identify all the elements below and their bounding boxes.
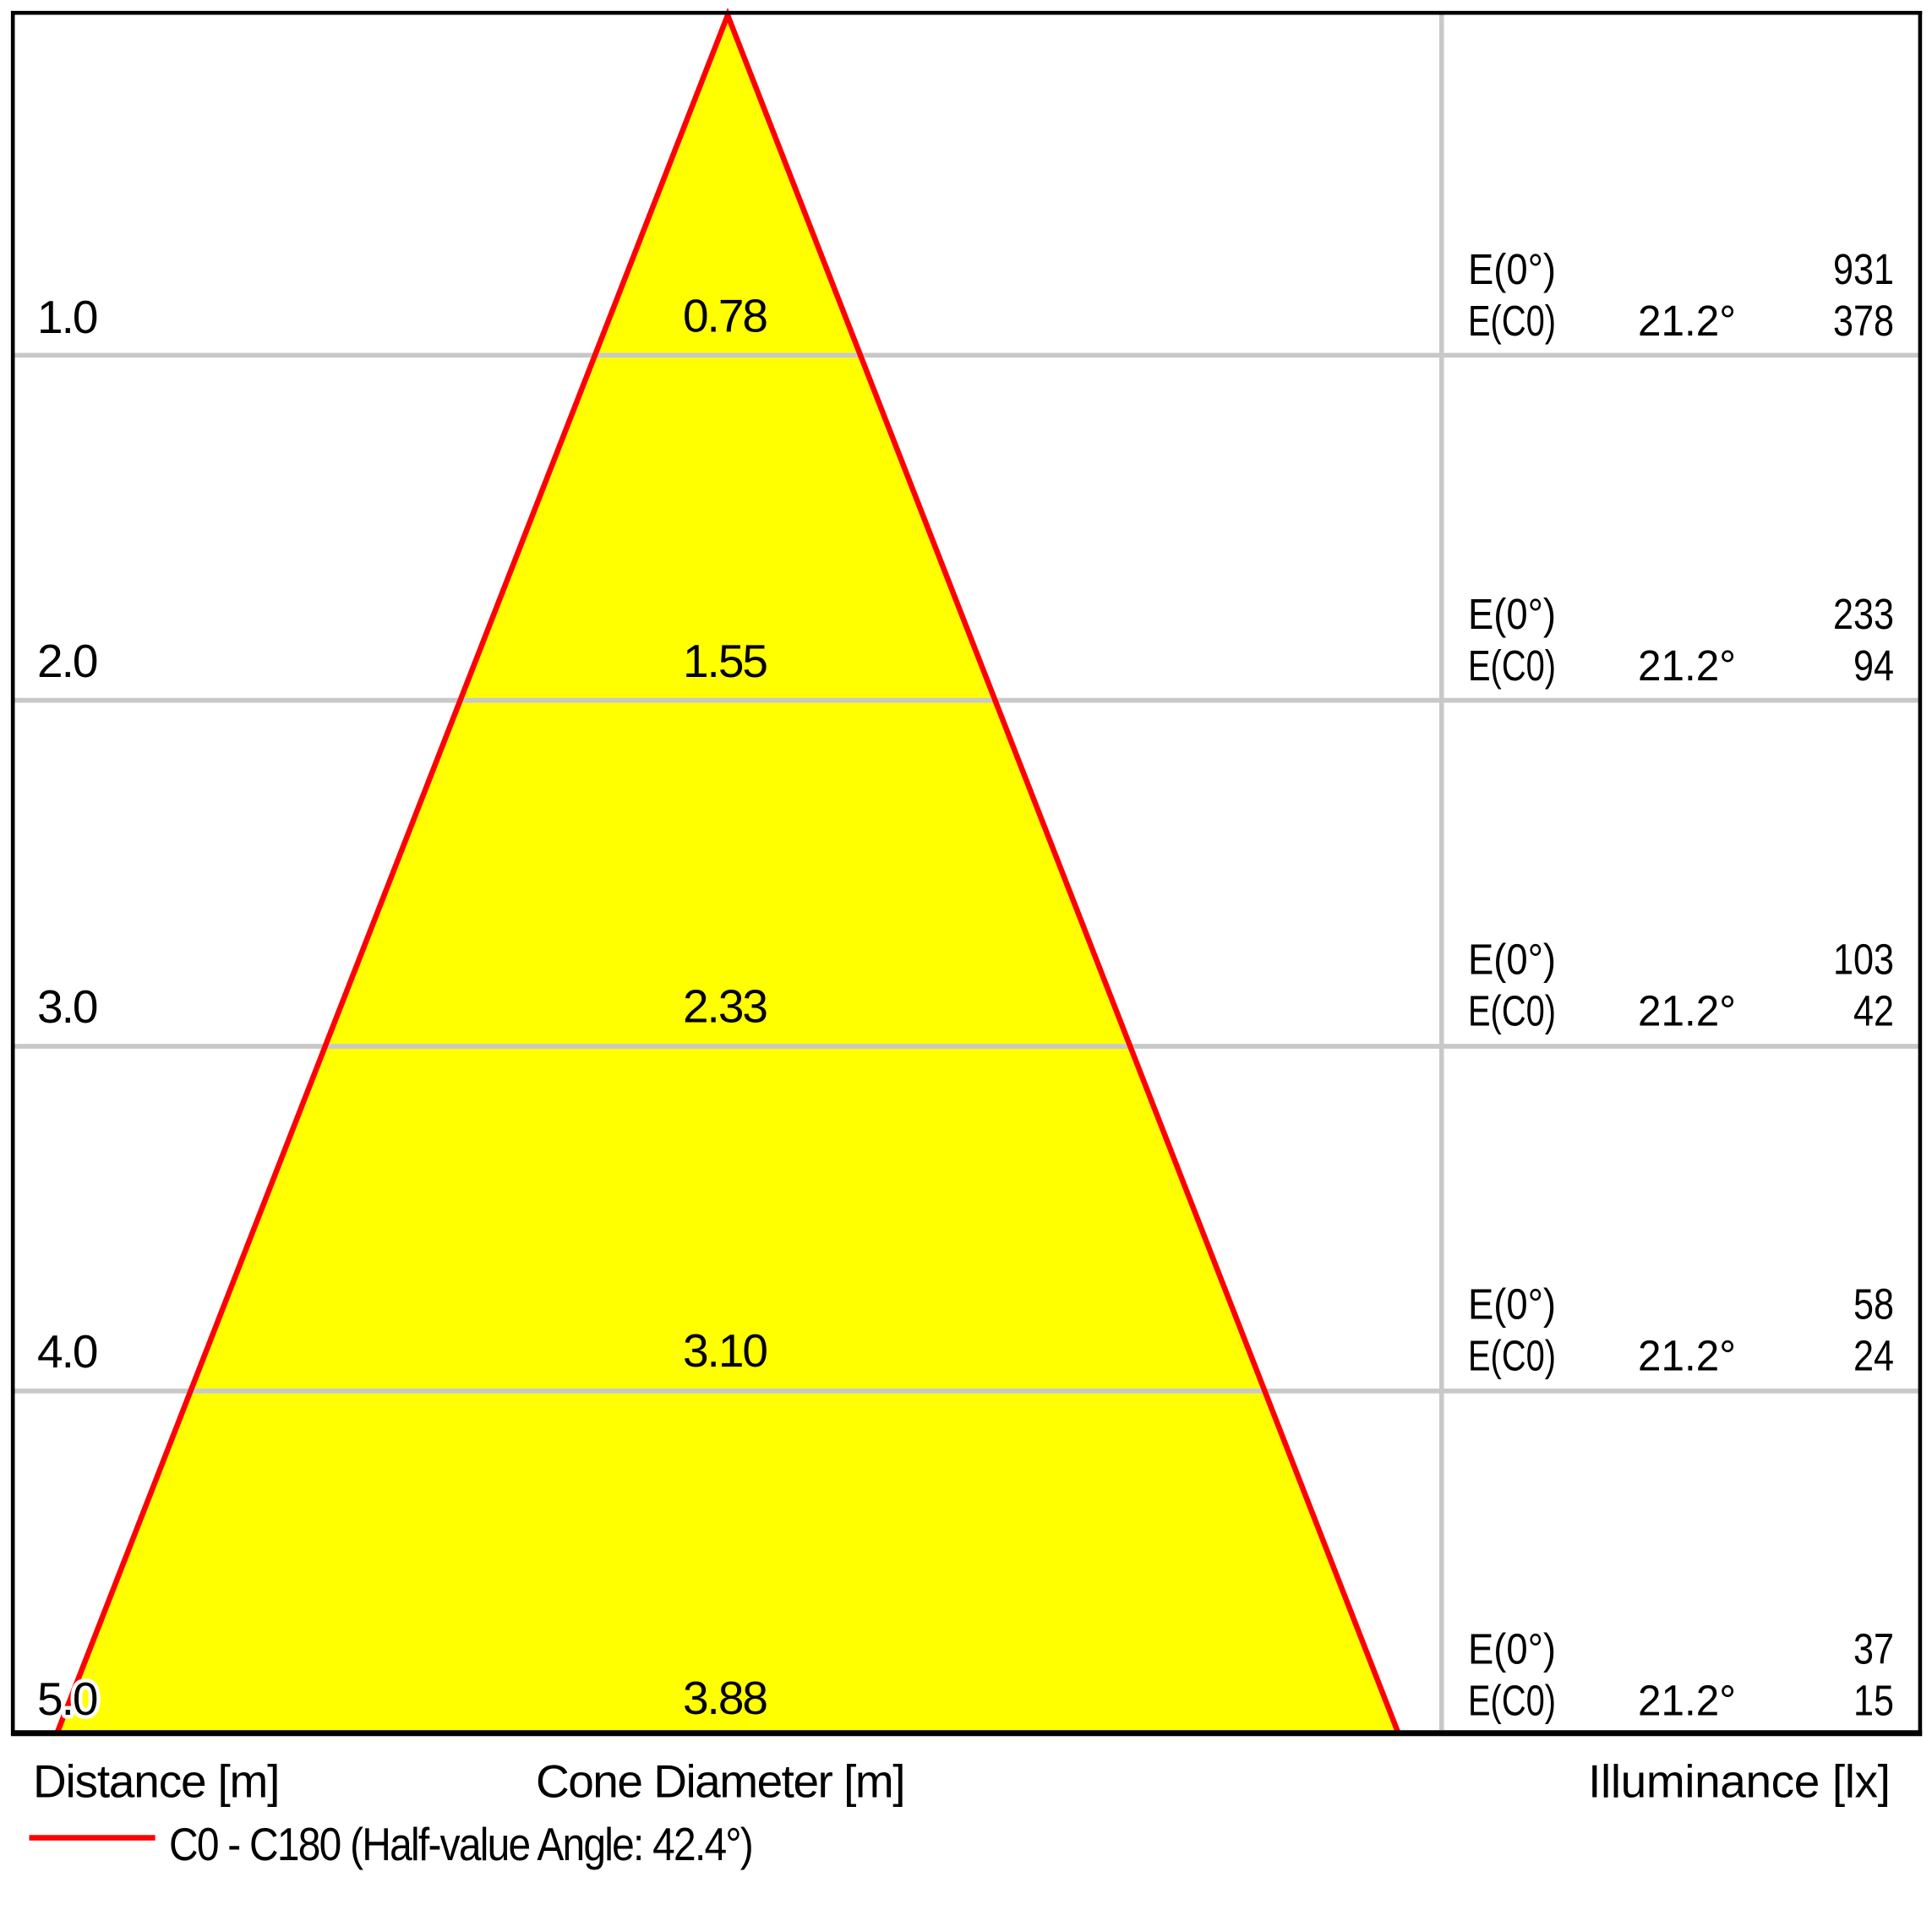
svg-text:58: 58 (1853, 1280, 1894, 1329)
svg-text:E(0°): E(0°) (1468, 1625, 1556, 1673)
svg-text:0.78: 0.78 (683, 290, 767, 342)
svg-text:931: 931 (1833, 245, 1894, 293)
svg-text:21.2°: 21.2° (1638, 297, 1736, 345)
svg-text:Illuminance [lx]: Illuminance [lx] (1588, 1755, 1890, 1808)
svg-text:21.2°: 21.2° (1638, 1677, 1736, 1725)
svg-text:233: 233 (1833, 590, 1894, 638)
svg-text:Distance [m]: Distance [m] (33, 1755, 279, 1808)
svg-text:5.0: 5.0 (37, 1673, 97, 1725)
svg-text:42: 42 (1853, 986, 1894, 1034)
svg-text:E(C0): E(C0) (1468, 986, 1556, 1034)
svg-text:Cone Diameter [m]: Cone Diameter [m] (536, 1755, 904, 1808)
svg-text:E(0°): E(0°) (1468, 245, 1556, 293)
svg-text:E(C0): E(C0) (1468, 641, 1556, 690)
svg-text:3.10: 3.10 (683, 1324, 767, 1377)
svg-text:E(0°): E(0°) (1468, 1280, 1556, 1329)
svg-text:37: 37 (1853, 1625, 1894, 1673)
svg-text:103: 103 (1833, 935, 1894, 983)
svg-text:2.0: 2.0 (37, 635, 97, 687)
svg-text:3.88: 3.88 (683, 1672, 767, 1724)
svg-text:21.2°: 21.2° (1638, 986, 1736, 1034)
svg-text:E(C0): E(C0) (1468, 1677, 1556, 1725)
svg-text:21.2°: 21.2° (1638, 641, 1736, 690)
svg-text:1.0: 1.0 (37, 291, 97, 343)
svg-text:2.33: 2.33 (683, 980, 767, 1033)
svg-text:94: 94 (1853, 641, 1894, 690)
svg-text:378: 378 (1833, 297, 1894, 345)
svg-text:E(C0): E(C0) (1468, 297, 1556, 345)
svg-text:4.0: 4.0 (37, 1325, 97, 1378)
svg-text:E(0°): E(0°) (1468, 590, 1556, 638)
svg-text:C0 - C180 (Half-value Angle: 4: C0 - C180 (Half-value Angle: 42.4°) (169, 1818, 752, 1870)
svg-text:21.2°: 21.2° (1638, 1332, 1736, 1380)
svg-text:3.0: 3.0 (37, 980, 97, 1033)
svg-text:E(0°): E(0°) (1468, 935, 1556, 983)
svg-text:1.55: 1.55 (683, 635, 767, 687)
svg-text:24: 24 (1853, 1332, 1894, 1380)
svg-text:15: 15 (1853, 1677, 1894, 1725)
svg-text:E(C0): E(C0) (1468, 1332, 1556, 1380)
